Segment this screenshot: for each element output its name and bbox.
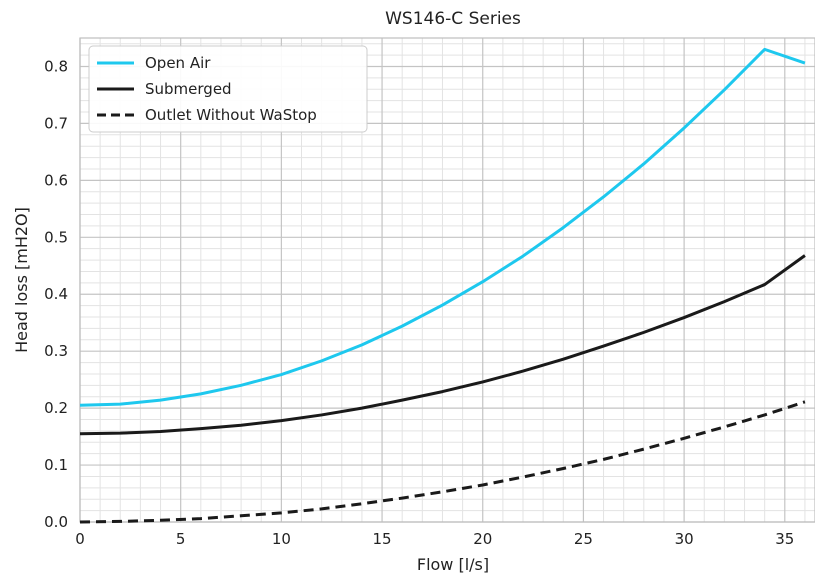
x-tick-labels: 0 5 10 15 20 25 30 35 (75, 530, 794, 548)
y-tick-label: 0.2 (44, 399, 68, 417)
series-line-2 (79, 254, 806, 436)
legend-label: Outlet Without WaStop (145, 106, 317, 124)
chart-title: WS146-C Series (385, 9, 521, 29)
y-tick-label: 0.4 (44, 285, 68, 303)
x-tick-label: 5 (176, 530, 186, 548)
y-tick-label: 0.5 (44, 228, 68, 246)
legend: Open Air Submerged Outlet Without WaStop (88, 45, 368, 133)
x-tick-label: 25 (574, 530, 593, 548)
x-tick-label: 30 (675, 530, 694, 548)
series-line-3 (79, 400, 806, 524)
legend-label: Open Air (145, 54, 211, 72)
series-line-1 (79, 47, 806, 407)
y-tick-label: 0.6 (44, 171, 68, 189)
legend-box (88, 45, 368, 133)
x-tick-label: 15 (373, 530, 392, 548)
y-tick-labels: 0.0 0.1 0.2 0.3 0.4 0.5 0.6 0.7 0.8 (44, 57, 68, 531)
x-axis-title: Flow [l/s] (417, 555, 489, 574)
y-axis-title: Head loss [mH2O] (12, 207, 31, 353)
legend-label: Submerged (145, 80, 232, 98)
y-tick-label: 0.1 (44, 456, 68, 474)
x-tick-label: 20 (473, 530, 492, 548)
series-layer (79, 47, 806, 524)
y-tick-label: 0.0 (44, 513, 68, 531)
y-tick-label: 0.7 (44, 114, 68, 132)
y-tick-label: 0.8 (44, 57, 68, 75)
y-tick-label: 0.3 (44, 342, 68, 360)
x-tick-label: 0 (75, 530, 85, 548)
x-tick-label: 35 (775, 530, 794, 548)
x-tick-label: 10 (272, 530, 291, 548)
plot-frame (79, 37, 815, 523)
